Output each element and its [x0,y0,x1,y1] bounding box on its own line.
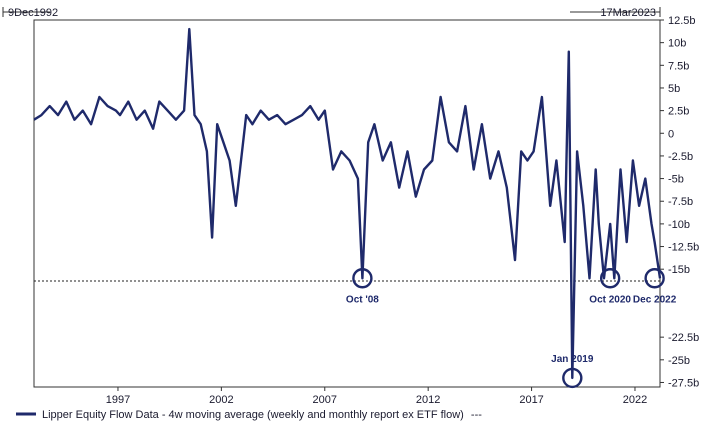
y-tick-label: -7.5b [668,196,693,208]
y-tick-label: -27.5b [668,377,699,389]
y-tick-label: -25b [668,355,690,367]
y-tick-label: 10b [668,38,686,50]
series-group [33,27,662,380]
range-end-label: 17Mar2023 [600,7,656,19]
x-tick-label: 2017 [519,394,543,406]
x-tick-label: 1997 [106,394,130,406]
annotation-circle [644,268,665,289]
annotation-label: Jan 2019 [551,354,594,365]
y-tick-label: -2.5b [668,151,693,163]
annotation-label: Oct 2020 [589,294,631,305]
x-tick-label: 2022 [623,394,647,406]
annotations: Oct '08 Jan 2019 Oct 2020 Dec 2022 [346,268,677,389]
y-tick-label: -5b [668,174,684,186]
y-tick-label: 12.5b [668,15,696,27]
annotation-label: Dec 2022 [633,294,677,305]
y-tick-label: -22.5b [668,332,699,344]
annotation-circle [599,268,621,289]
x-tick-label: 2007 [313,394,337,406]
y-tick-label: 5b [668,83,680,95]
range-start-label: 9Dec1992 [8,7,58,19]
x-tick-label: 2012 [416,394,440,406]
series-line [33,27,662,380]
annotation-circle [562,367,583,389]
y-tick-label: -12.5b [668,242,699,254]
date-range-header: 9Dec1992 17Mar2023 [2,7,661,19]
y-axis: 12.5b 10b 7.5b 5b 2.5b 0 -2.5b -5b -7.5b -10b -12.… [660,15,699,389]
y-tick-label: 0 [668,128,674,140]
y-tick-label: 2.5b [668,106,689,118]
plot-frame [33,19,661,388]
legend-series-name: Lipper Equity Flow Data - 4w moving aver… [42,409,464,421]
y-tick-label: -10b [668,219,690,231]
x-axis: 1997 2002 2007 2012 2017 2022 [106,387,647,406]
annotation-circle [352,268,373,289]
annotation-label: Oct '08 [346,294,379,305]
legend: Lipper Equity Flow Data - 4w moving aver… [16,409,482,421]
y-tick-label: -15b [668,264,690,276]
y-tick-label: 7.5b [668,60,689,72]
x-tick-label: 2002 [209,394,233,406]
legend-entry: Lipper Equity Flow Data - 4w moving aver… [42,409,482,421]
legend-suffix: --- [471,409,482,421]
